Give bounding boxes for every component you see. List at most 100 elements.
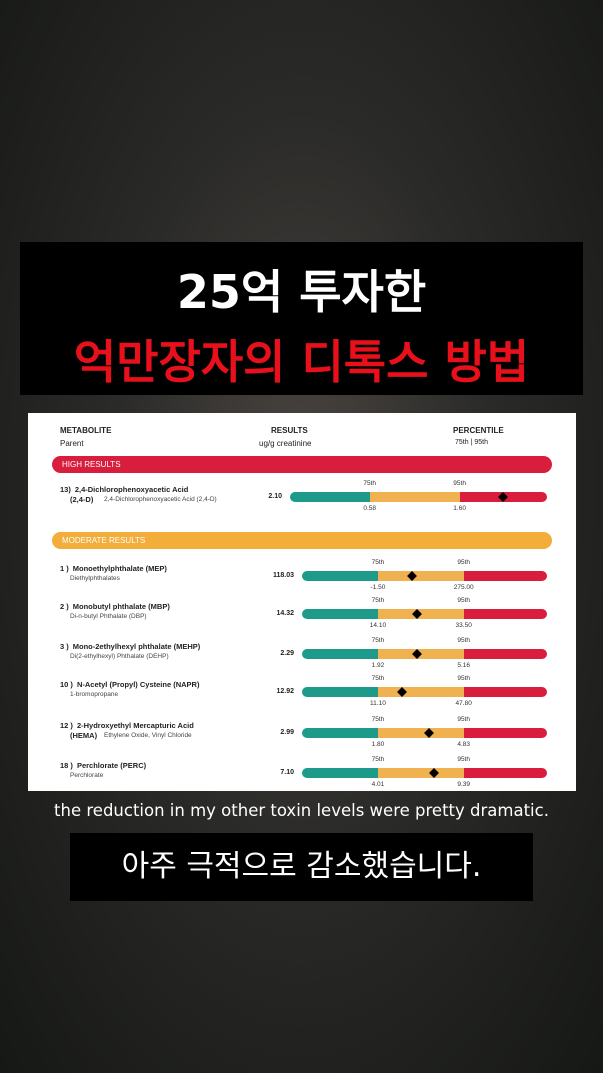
title-box: 25억 투자한 억만장자의 디톡스 방법 [20, 242, 583, 395]
row-number: 2 ) [60, 602, 69, 611]
header: 75th | 95th [455, 439, 488, 446]
p95-value: 1.60 [453, 505, 466, 512]
parent-compound: Perchlorate [70, 772, 104, 779]
p75-value: 14.10 [369, 622, 387, 629]
title-line: 25억 투자한 [176, 265, 427, 319]
percentile-bar [290, 492, 547, 502]
bar-segment [377, 768, 464, 778]
p95-value: 275.00 [453, 584, 474, 591]
caption-box: 아주 극적으로 감소했습니다. [70, 833, 533, 901]
bar-segment [302, 687, 378, 697]
header: RESULTS [271, 426, 308, 435]
metabolite-name: 2 ) Monobutyl phthalate (MBP) [60, 602, 170, 611]
p95-value: 9.39 [457, 781, 471, 788]
percentile-label: 95th [457, 716, 471, 723]
row-number: 12 ) [60, 721, 73, 730]
percentile-label: 75th [371, 716, 385, 723]
bar-segment [369, 492, 460, 502]
result: 14.32 [276, 610, 294, 617]
result: 118.03 [272, 572, 294, 579]
caption: the reduction in my other toxin levels w… [54, 801, 549, 820]
header: PERCENTILE [453, 426, 504, 435]
parent-compound: Diethylphthalates [70, 575, 120, 582]
bar-segment [302, 768, 378, 778]
metabolite-name: 1 ) Monoethylphthalate (MEP) [60, 564, 167, 573]
header: ug/g creatinine [259, 439, 312, 448]
p75-value: 11.10 [370, 700, 386, 707]
row-number: 10 ) [60, 680, 73, 689]
percentile-bar [302, 768, 547, 778]
bar-segment [377, 728, 464, 738]
percentile-label: 95th [457, 559, 471, 566]
p95-value: 5.16 [457, 662, 471, 669]
row-number: 13) [60, 485, 71, 494]
name: Mono-2ethylhexyl phthalate (MEHP) [72, 642, 201, 651]
parent-compound: Di(2-ethylhexyl) Phthalate (DEHP) [70, 653, 169, 660]
percentile-label: 75th [371, 637, 385, 644]
metabolite-name: 10 ) N-Acetyl (Propyl) Cysteine (NAPR) [60, 680, 199, 689]
row-number: 18 ) [60, 761, 73, 770]
percentile-bar [302, 687, 547, 697]
name: 2-Hydroxyethyl Mercapturic Acid [76, 721, 194, 730]
percentile-bar [302, 728, 547, 738]
parent-compound: Ethylene Oxide, Vinyl Chloride [104, 732, 192, 739]
report: METABOLITE Parent RESULTS ug/g creatinin… [28, 413, 576, 791]
metabolite-name: 3 ) Mono-2ethylhexyl phthalate (MEHP) [60, 642, 200, 651]
p75-value: 1.92 [371, 662, 385, 669]
percentile-label: 95th [457, 597, 471, 604]
percentile-label: 95th [457, 637, 471, 644]
percentile-label: 75th [371, 597, 385, 604]
p75-value: 4.01 [371, 781, 385, 788]
metabolite-name: 18 ) Perchlorate (PERC) [60, 761, 146, 770]
p95-value: 4.83 [457, 741, 471, 748]
p95-value: 33.50 [455, 622, 472, 629]
p75-value: 1.80 [371, 741, 385, 748]
bar-segment [302, 571, 378, 581]
bar-segment [377, 687, 464, 697]
result: 2.10 [268, 493, 282, 500]
metabolite-abbr: (HEMA) [70, 731, 98, 740]
name: 2,4-Dichlorophenoxyacetic Acid [74, 485, 189, 494]
section-header: MODERATE RESULTS [52, 532, 552, 549]
caption: 아주 극적으로 감소했습니다. [121, 849, 482, 884]
row-number: 3 ) [60, 642, 69, 651]
bar-segment [463, 687, 547, 697]
bar-segment [302, 609, 378, 619]
bar-segment [463, 768, 547, 778]
percentile-label: 95th [457, 756, 471, 763]
name: Monobutyl phthalate (MBP) [72, 602, 170, 611]
bar-segment [302, 649, 378, 659]
result: 2.29 [280, 650, 294, 657]
bar-segment [463, 649, 547, 659]
header: Parent [60, 439, 84, 448]
parent-compound: 2,4-Dichlorophenoxyacetic Acid (2,4-D) [104, 496, 217, 503]
bar-segment [463, 609, 547, 619]
result: 12.92 [276, 688, 294, 695]
bar-segment [377, 571, 464, 581]
name: Monoethylphthalate (MEP) [72, 564, 167, 573]
section-header: HIGH RESULTS [52, 456, 552, 473]
percentile-label: 95th [453, 480, 466, 487]
metabolite-name: 12 ) 2-Hydroxyethyl Mercapturic Acid [60, 721, 194, 730]
row-number: 1 ) [60, 564, 69, 573]
parent-compound: Di-n-butyl Phthalate (DBP) [70, 613, 147, 620]
title-line: 억만장자의 디톡스 방법 [73, 335, 530, 389]
percentile-label: 75th [363, 480, 376, 487]
bar-segment [463, 571, 547, 581]
name: Perchlorate (PERC) [76, 761, 147, 770]
bar-segment [290, 492, 370, 502]
percentile-label: 95th [457, 675, 471, 682]
result: 7.10 [280, 769, 294, 776]
p75-value: -1.50 [370, 584, 386, 591]
bar-segment [302, 728, 378, 738]
percentile-bar [302, 571, 547, 581]
parent-compound: 1-bromopropane [70, 691, 119, 698]
bar-segment [463, 728, 547, 738]
metabolite-abbr: (2,4-D) [70, 495, 94, 504]
name: N-Acetyl (Propyl) Cysteine (NAPR) [76, 680, 200, 689]
percentile-label: 75th [371, 559, 385, 566]
p75-value: 0.58 [363, 505, 376, 512]
percentile-bar [302, 649, 547, 659]
result: 2.99 [280, 729, 294, 736]
